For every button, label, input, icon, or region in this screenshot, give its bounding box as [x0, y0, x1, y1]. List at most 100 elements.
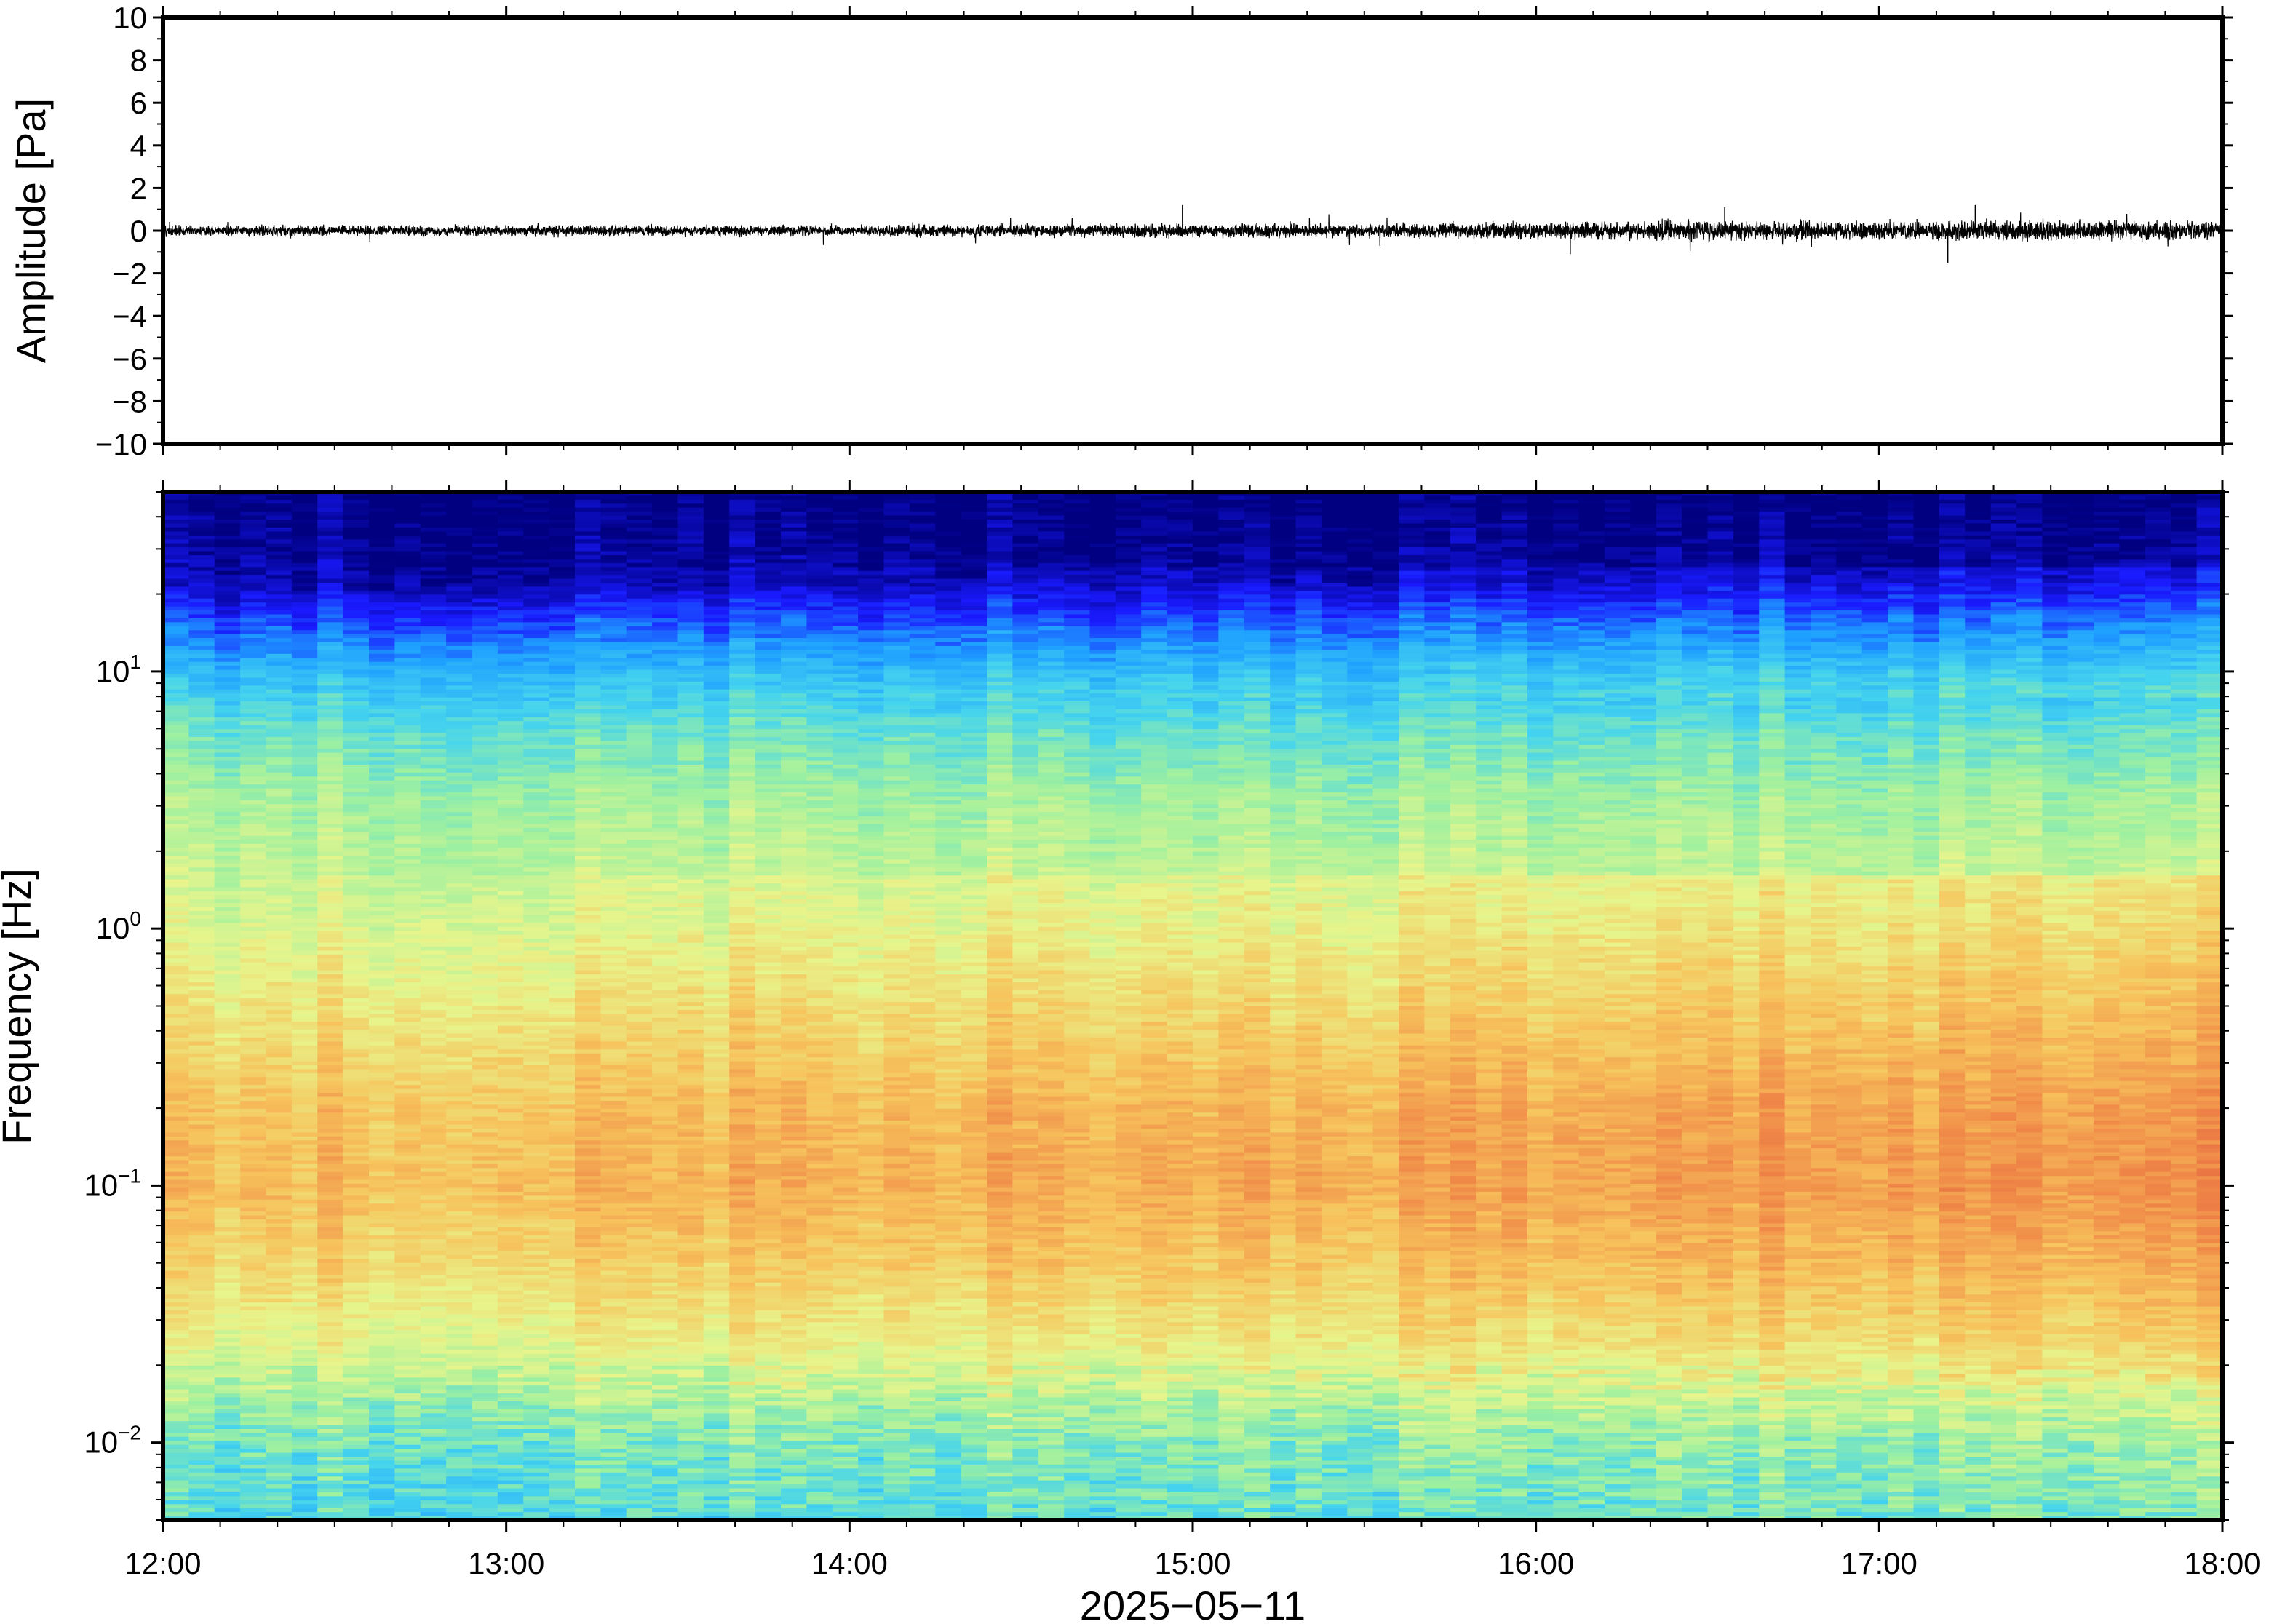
spectrogram-cell	[549, 713, 576, 718]
spectrogram-cell	[420, 808, 447, 813]
spectrogram-cell	[575, 1140, 602, 1145]
spectrogram-cell	[394, 970, 421, 975]
spectrogram-cell	[549, 820, 576, 825]
spectrogram-cell	[420, 749, 447, 754]
spectrogram-cell	[369, 1393, 396, 1398]
spectrogram-cell	[394, 998, 421, 1003]
spectrogram-cell	[317, 733, 344, 738]
spectrogram-cell	[523, 1270, 550, 1275]
spectrogram-cell	[626, 1144, 653, 1149]
spectrogram-cell	[523, 848, 550, 853]
spectrogram-cell	[446, 650, 473, 655]
spectrogram-cell	[472, 1017, 498, 1023]
spectrogram-cell	[163, 1136, 190, 1142]
spectrogram-cell	[317, 1014, 344, 1019]
spectrogram-cell	[549, 1294, 576, 1299]
spectrogram-cell	[266, 843, 293, 848]
spectrogram-cell	[626, 808, 653, 813]
spectrogram-cell	[317, 1080, 344, 1086]
spectrogram-cell	[497, 1251, 525, 1256]
spectrogram-cell	[291, 578, 319, 584]
spectrogram-cell	[291, 978, 319, 983]
spectrogram-cell	[240, 1492, 267, 1497]
spectrogram-cell	[266, 1413, 293, 1418]
spectrogram-cell	[549, 1310, 576, 1315]
spectrogram-cell	[600, 1215, 627, 1220]
spectrogram-cell	[369, 1345, 396, 1351]
spectrogram-cell	[420, 606, 447, 611]
spectrogram-cell	[600, 575, 627, 580]
spectrogram-cell	[163, 1184, 190, 1189]
spectrogram-cell	[446, 1144, 473, 1149]
spectrogram-cell	[369, 757, 396, 762]
spectrogram-cell	[549, 764, 576, 770]
spectrogram-cell	[266, 578, 293, 584]
spectrogram-cell	[523, 1275, 550, 1280]
spectrogram-cell	[240, 871, 267, 876]
spectrogram-cell	[214, 1436, 241, 1442]
spectrogram-cell	[394, 768, 421, 773]
spectrogram-cell	[291, 931, 319, 936]
spectrogram-cell	[369, 1037, 396, 1043]
spectrogram-cell	[163, 899, 190, 904]
spectrogram-cell	[240, 1275, 267, 1280]
spectrogram-cell	[163, 820, 190, 825]
spectrogram-cell	[214, 1480, 241, 1485]
spectrogram-cell	[394, 1144, 421, 1149]
spectrogram-cell	[317, 752, 344, 757]
spectrogram-cell	[446, 939, 473, 944]
spectrogram-cell	[188, 923, 215, 928]
spectrogram-cell	[369, 520, 396, 525]
spectrogram-cell	[291, 946, 319, 952]
spectrogram-cell	[317, 1187, 344, 1193]
spectrogram-cell	[163, 1484, 190, 1489]
spectrogram-cell	[240, 812, 267, 817]
spectrogram-cell	[163, 1088, 190, 1094]
spectrogram-cell	[523, 784, 550, 789]
spectrogram-cell	[497, 705, 525, 710]
spectrogram-cell	[575, 848, 602, 853]
spectrogram-cell	[600, 721, 627, 726]
spectrogram-cell	[523, 713, 550, 718]
spectrogram-cell	[343, 1310, 370, 1315]
spectrogram-cell	[420, 630, 447, 635]
spectrogram-cell	[549, 1405, 576, 1410]
spectrogram-cell	[497, 594, 525, 600]
spectrogram-cell	[266, 1433, 293, 1438]
spectrogram-cell	[549, 1156, 576, 1161]
spectrogram-cell	[188, 653, 215, 659]
spectrogram-cell	[163, 701, 190, 706]
spectrogram-cell	[317, 832, 344, 837]
spectrogram-cell	[317, 895, 344, 900]
spectrogram-cell	[214, 1243, 241, 1248]
spectrogram-cell	[188, 1500, 215, 1505]
spectrogram-cell	[266, 752, 293, 757]
spectrogram-cell	[600, 1452, 627, 1457]
spectrogram-cell	[446, 744, 473, 750]
spectrogram-cell	[446, 816, 473, 821]
spectrogram-cell	[188, 1033, 215, 1038]
spectrogram-cell	[343, 1121, 370, 1126]
spectrogram-cell	[343, 1421, 370, 1426]
spectrogram-cell	[317, 1009, 344, 1015]
spectrogram-cell	[523, 1088, 550, 1094]
spectrogram-cell	[549, 503, 576, 509]
spectrogram-cell	[369, 1207, 396, 1212]
spectrogram-cell	[369, 1112, 396, 1118]
spectrogram-cell	[266, 907, 293, 912]
spectrogram-cell	[497, 1457, 525, 1462]
spectrogram-cell	[472, 583, 498, 588]
spectrogram-cell	[523, 1156, 550, 1161]
spectrogram-cell	[214, 966, 241, 971]
spectrogram-cell	[523, 1377, 550, 1382]
spectrogram-cell	[626, 523, 653, 528]
spectrogram-cell	[626, 614, 653, 619]
spectrogram-cell	[163, 666, 190, 671]
spectrogram-cell	[317, 776, 344, 781]
spectrogram-cell	[394, 1108, 421, 1114]
spectrogram-cell	[472, 1231, 498, 1236]
spectrogram-cell	[369, 705, 396, 710]
spectrogram-cell	[214, 776, 241, 781]
spectrogram-cell	[446, 808, 473, 813]
spectrogram-cell	[549, 1247, 576, 1252]
